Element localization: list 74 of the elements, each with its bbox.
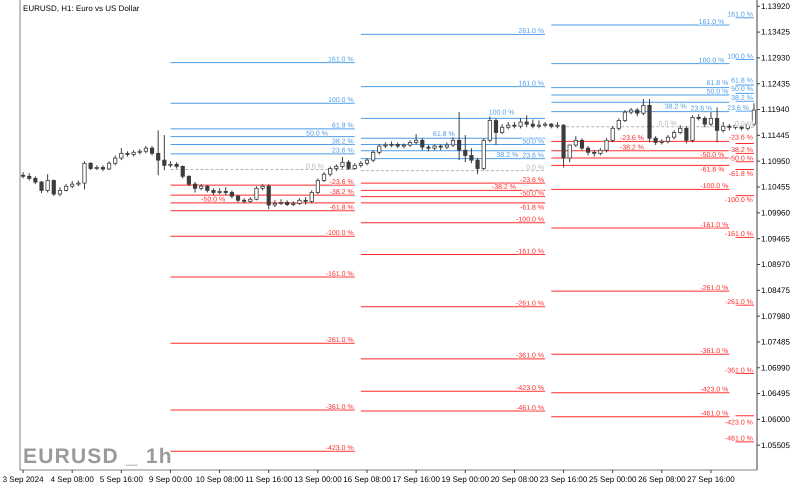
y-tick-label: 1.09465 <box>761 234 790 244</box>
y-tick-label: 1.07980 <box>761 312 790 321</box>
y-tick-label: 1.12930 <box>761 54 790 63</box>
x-tick-label: 23 Sep 16:00 <box>540 475 588 484</box>
y-tick-label: 1.08475 <box>761 286 790 295</box>
y-tick-label: 1.10950 <box>761 156 790 166</box>
x-tick-label: 3 Sep 2024 <box>2 475 44 484</box>
candlestick <box>690 114 695 143</box>
y-tick-label: 1.06495 <box>761 389 790 398</box>
x-tick-label: 10 Sep 08:00 <box>196 475 244 484</box>
candlestick <box>500 124 504 135</box>
y-tick-label: 1.11940 <box>761 105 790 114</box>
y-tick-label: 1.09960 <box>761 208 790 218</box>
y-tick-label: 1.12435 <box>761 79 790 88</box>
candlestick <box>254 186 259 201</box>
candlestick <box>708 112 714 127</box>
candlestick <box>52 178 56 197</box>
candlestick <box>46 174 50 193</box>
y-tick-label: 1.08970 <box>761 260 790 270</box>
x-tick-label: 27 Sep 16:00 <box>687 475 736 484</box>
candlestick <box>641 98 646 116</box>
candlestick <box>414 134 418 145</box>
candlestick <box>622 110 628 123</box>
y-tick-label: 1.13425 <box>761 28 790 37</box>
x-tick-label: 9 Sep 00:00 <box>148 475 193 484</box>
candlestick <box>604 138 609 153</box>
candlestick <box>186 174 191 187</box>
candlestick <box>82 160 87 190</box>
y-tick-label: 1.05505 <box>761 440 790 450</box>
candlestick <box>192 182 198 193</box>
y-tick-label: 1.13920 <box>761 2 790 11</box>
x-tick-label: 11 Sep 16:00 <box>245 475 293 484</box>
candlestick <box>150 146 154 156</box>
candlestick <box>328 166 332 177</box>
x-tick-label: 26 Sep 08:00 <box>638 475 686 484</box>
x-tick-label: 19 Sep 00:00 <box>441 475 490 484</box>
candlestick <box>702 116 707 128</box>
x-tick-label: 20 Sep 08:00 <box>490 475 539 484</box>
candlestick <box>346 160 351 171</box>
text: EURUSD, H1: Euro vs US Dollar <box>23 4 140 13</box>
candlestick <box>518 118 523 129</box>
y-tick-label: 1.06000 <box>761 415 790 424</box>
candlestick <box>180 164 185 179</box>
candlestick <box>457 112 462 161</box>
x-tick-label: 25 Sep 00:00 <box>588 475 638 484</box>
candlestick <box>322 172 326 183</box>
candlestick <box>494 118 498 146</box>
y-tick-label: 1.06990 <box>761 363 790 372</box>
candlestick <box>377 144 382 155</box>
candlestick <box>721 122 726 133</box>
candlestick <box>469 148 474 164</box>
x-tick-label: 16 Sep 08:00 <box>343 475 392 484</box>
candlestick <box>463 134 468 163</box>
y-tick-label: 1.11445 <box>761 131 790 140</box>
candlestick <box>684 126 688 144</box>
y-tick-label: 1.10455 <box>761 182 790 192</box>
y-tick-label: 1.07485 <box>761 338 790 347</box>
candlestick <box>714 106 720 143</box>
candlestick <box>450 136 456 148</box>
candlestick <box>580 138 584 151</box>
annotation: EURUSD _ 1h <box>23 445 173 468</box>
candlestick <box>39 180 44 194</box>
candlestick <box>340 156 345 169</box>
candlestick <box>420 138 424 151</box>
candlestick <box>475 158 480 175</box>
x-tick-label: 17 Sep 16:00 <box>392 475 440 484</box>
candlestick <box>310 190 314 204</box>
candlestick <box>371 150 376 163</box>
x-tick-label: 5 Sep 16:00 <box>100 475 144 484</box>
candlestick <box>266 184 271 210</box>
x-tick-label: 13 Sep 00:00 <box>294 475 342 484</box>
x-tick-label: 4 Sep 08:00 <box>50 475 94 484</box>
candlestick <box>316 178 320 195</box>
candlestick <box>586 146 590 156</box>
